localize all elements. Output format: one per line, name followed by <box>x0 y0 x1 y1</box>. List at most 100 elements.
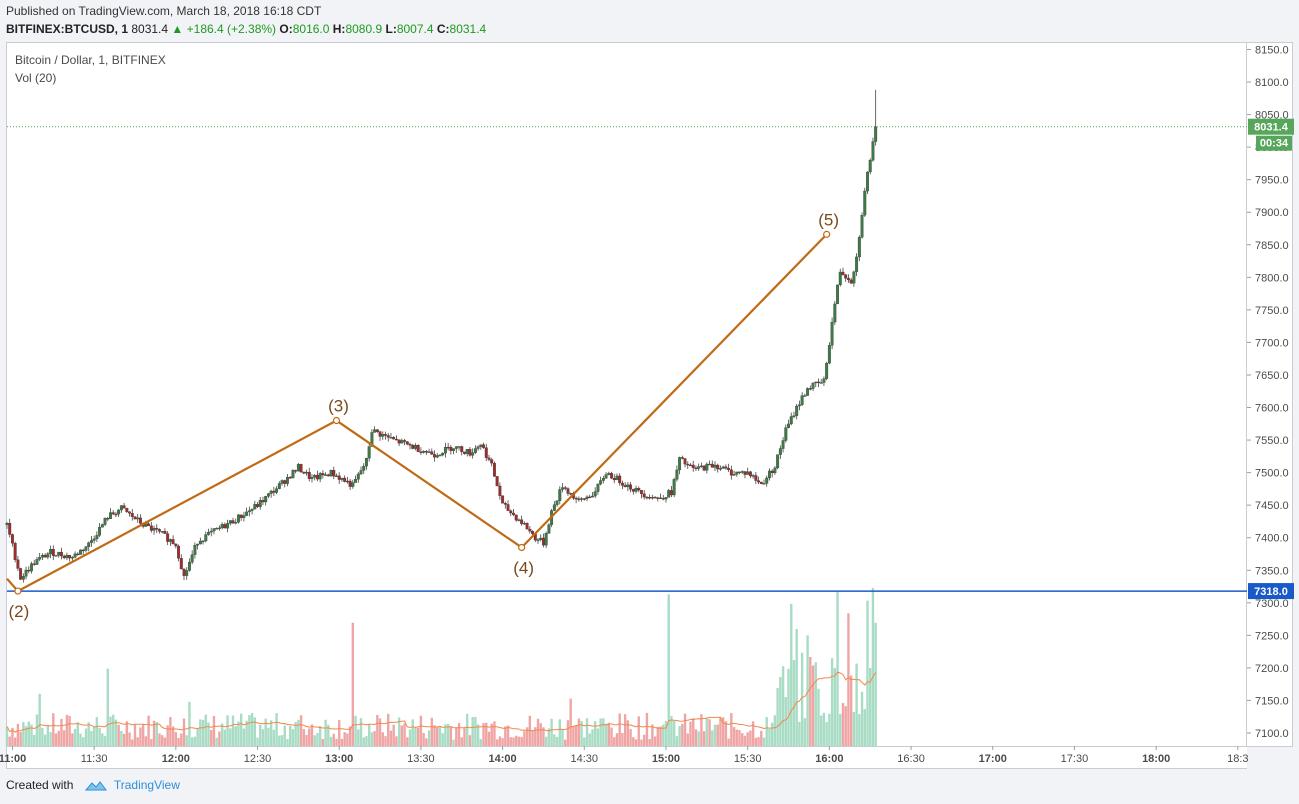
volume-bar <box>869 668 872 746</box>
candle-body <box>827 345 831 364</box>
volume-bar <box>566 720 570 746</box>
volume-bar <box>242 728 246 746</box>
volume-bar <box>664 721 668 746</box>
candle-body <box>288 477 292 479</box>
price-axis[interactable] <box>1247 42 1293 747</box>
candle-body <box>68 555 72 559</box>
candle-body <box>296 464 300 472</box>
volume-bar <box>57 730 60 746</box>
volume-bar <box>283 725 286 746</box>
candle-body <box>70 557 74 559</box>
volume-bar <box>373 731 376 746</box>
volume-bar <box>193 736 197 746</box>
candle-body <box>92 538 96 541</box>
candle-body <box>642 493 646 498</box>
volume-bar <box>125 721 129 746</box>
volume-bar <box>234 726 237 746</box>
candle-body <box>414 445 417 449</box>
price-tick-label: 7300.0 <box>1255 598 1289 610</box>
close-label: C: <box>436 22 450 36</box>
time-tick-label: 15:30 <box>734 753 762 765</box>
candle-body <box>340 477 344 480</box>
candle-body <box>716 464 720 470</box>
candle-body <box>691 464 695 469</box>
volume-bar <box>280 735 284 746</box>
volume-bar <box>741 733 744 746</box>
volume-bar <box>806 635 809 746</box>
volume-bar <box>613 737 616 746</box>
volume-bar <box>776 687 779 746</box>
candle-body <box>400 440 404 444</box>
candle-body <box>487 457 491 460</box>
volume-bar <box>653 736 657 746</box>
candle-body <box>250 508 254 511</box>
candle-body <box>239 514 243 518</box>
candle-body <box>264 496 268 503</box>
volume-bar <box>735 729 738 746</box>
last-price-tag-label: 8031.4 <box>1254 122 1289 134</box>
volume-bar <box>719 717 722 746</box>
candle-body <box>49 548 53 554</box>
candle-body <box>683 458 687 465</box>
volume-bar <box>332 733 335 746</box>
candle-body <box>299 464 303 473</box>
candle-body <box>601 478 605 481</box>
candle-body <box>699 465 703 468</box>
chart-pane[interactable] <box>6 42 1247 747</box>
candle-body <box>588 496 592 499</box>
volume-bar <box>814 662 817 746</box>
volume-bar <box>376 714 379 746</box>
volume-bar <box>504 726 507 746</box>
volume-bar <box>708 719 711 746</box>
volume-bar <box>732 727 736 746</box>
time-tick-label: 17:30 <box>1061 753 1089 765</box>
candle-body <box>266 493 270 497</box>
candle-body <box>411 445 415 449</box>
volume-bar <box>643 734 646 746</box>
volume-bar <box>506 725 510 746</box>
volume-bar <box>621 733 624 746</box>
time-tick-label: 18:3 <box>1227 753 1248 765</box>
volume-bar <box>626 720 630 746</box>
volume-bar <box>828 713 831 746</box>
volume-bar <box>49 732 52 746</box>
wave-point <box>332 416 341 425</box>
volume-bar <box>122 733 126 746</box>
candle-body <box>582 498 586 500</box>
volume-bar <box>152 720 156 746</box>
volume-bar <box>370 732 374 746</box>
candle-body <box>408 443 412 446</box>
volume-bar <box>727 738 730 746</box>
volume-bar <box>384 736 387 746</box>
volume-bar <box>476 724 480 746</box>
volume-bar <box>662 724 665 746</box>
volume-bar <box>757 737 760 746</box>
volume-bar <box>599 718 602 746</box>
volume-bar <box>223 729 227 746</box>
candle-body <box>776 454 780 469</box>
candle-body <box>789 416 793 425</box>
candle-body <box>337 475 341 480</box>
volume-bar <box>73 728 77 746</box>
volume-bar <box>229 728 232 746</box>
volume-bar <box>338 720 341 746</box>
volume-bar <box>231 715 235 746</box>
volume-bar <box>751 721 755 746</box>
tradingview-link[interactable]: TradingView <box>113 778 180 792</box>
time-axis[interactable] <box>6 747 1247 769</box>
candle-body <box>536 539 540 541</box>
candle-body <box>384 434 387 436</box>
volume-bar <box>820 715 823 746</box>
candle-body <box>547 524 551 534</box>
candle-body <box>158 529 161 532</box>
candle-body <box>541 537 545 546</box>
volume-bar <box>629 729 632 746</box>
candle-body <box>261 500 265 503</box>
candle-body <box>171 539 175 545</box>
candle-body <box>531 531 535 534</box>
support-price-label: 7318.0 <box>1254 586 1288 598</box>
candle-body <box>718 468 722 470</box>
volume-bar <box>553 734 556 746</box>
price-tick-label: 8100.0 <box>1255 77 1289 89</box>
